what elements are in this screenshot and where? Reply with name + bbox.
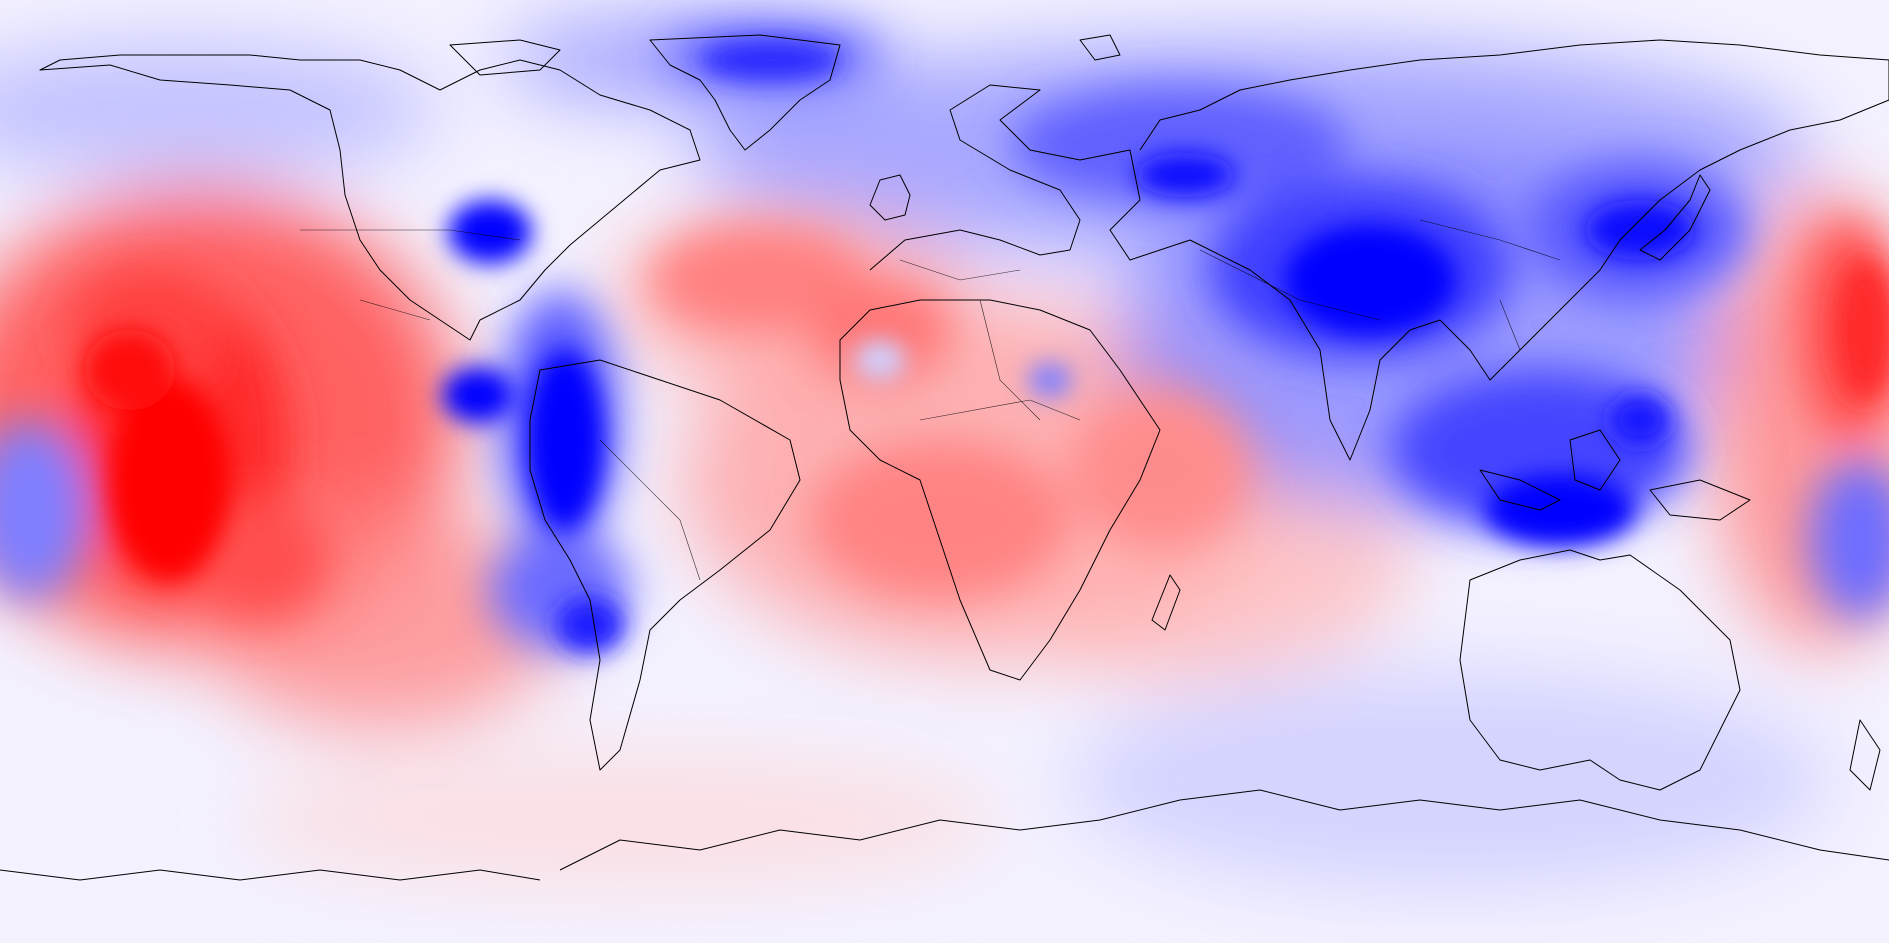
coastline-asia bbox=[1139, 39, 1889, 461]
coastline-indonesia bbox=[1479, 469, 1561, 511]
coastline-svalbard bbox=[1079, 34, 1121, 61]
coastlines bbox=[0, 34, 1889, 881]
coastline-new-zealand bbox=[1849, 719, 1881, 791]
coastline-antarctica-west bbox=[0, 869, 541, 881]
coastline-africa bbox=[839, 299, 1161, 681]
coastline-arctic-islands bbox=[449, 39, 561, 76]
coastline-greenland bbox=[649, 34, 841, 151]
country-borders bbox=[300, 219, 1561, 581]
coastline-south-america bbox=[529, 359, 801, 771]
coastline-new-guinea bbox=[1649, 479, 1751, 521]
coastline-japan bbox=[1639, 174, 1711, 261]
coastline-australia bbox=[1459, 549, 1741, 791]
anomaly-field-medium bbox=[0, 25, 1889, 650]
anomaly-cores bbox=[85, 40, 1889, 653]
coastline-uk bbox=[869, 174, 911, 221]
coastline-north-america bbox=[39, 54, 701, 341]
coastline-europe bbox=[869, 84, 1191, 271]
coastline-borneo bbox=[1569, 429, 1621, 491]
coastline-madagascar bbox=[1151, 574, 1181, 631]
coastline-antarctica bbox=[559, 789, 1889, 871]
